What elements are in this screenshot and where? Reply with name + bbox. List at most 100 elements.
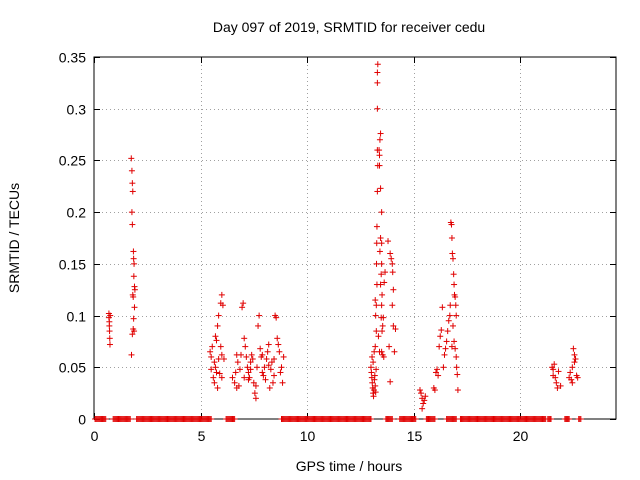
data-point [214, 384, 221, 391]
data-point [372, 312, 379, 319]
data-point [567, 369, 574, 376]
data-point [450, 271, 457, 278]
data-point [239, 304, 246, 311]
data-point [452, 293, 459, 300]
data-point [448, 235, 455, 241]
y-tick-label: 0.3 [67, 102, 87, 118]
data-point [389, 260, 396, 267]
data-point [217, 343, 224, 350]
data-point [374, 188, 381, 195]
y-axis-label: SRMTID / TECUs [6, 183, 22, 293]
data-point [240, 300, 247, 307]
data-point [127, 416, 134, 422]
data-point [216, 370, 223, 377]
data-point [368, 369, 375, 376]
data-point [448, 221, 455, 228]
y-tick-label: 0 [78, 412, 86, 428]
data-point [236, 366, 243, 373]
data-point [386, 343, 393, 350]
data-point [257, 345, 264, 352]
data-point [376, 348, 383, 355]
data-point [219, 302, 226, 309]
data-point [451, 338, 458, 345]
data-point [555, 368, 562, 375]
data-point [439, 304, 446, 311]
data-point [377, 235, 384, 241]
data-point [106, 341, 113, 348]
y-tick-label: 0.2 [67, 205, 87, 221]
data-point [261, 364, 268, 371]
data-point [453, 312, 460, 319]
data-point [371, 372, 378, 379]
data-point [209, 343, 216, 350]
data-point [208, 416, 215, 422]
data-point [210, 374, 217, 381]
data-point [215, 356, 222, 363]
data-point [577, 416, 584, 422]
data-point [389, 302, 396, 309]
data-point [387, 378, 394, 385]
data-point [446, 312, 453, 319]
data-point [214, 322, 221, 329]
data-point [443, 338, 450, 345]
data-point [131, 328, 138, 335]
data-point [378, 260, 385, 267]
data-point [557, 382, 564, 389]
data-point [448, 343, 455, 350]
data-point [438, 327, 445, 334]
data-point [437, 333, 444, 340]
data-point [378, 302, 385, 309]
data-point [568, 376, 575, 383]
data-point [454, 371, 461, 378]
y-axis-tick-labels: 0 0.05 0.1 0.15 0.2 0.25 0.3 0.35 [59, 50, 86, 428]
data-point [376, 162, 383, 169]
data-point [392, 326, 399, 333]
data-point [260, 372, 267, 379]
data-point [255, 322, 262, 329]
data-point [253, 364, 260, 371]
data-point [266, 384, 273, 391]
data-point [131, 304, 138, 311]
data-point [432, 369, 439, 376]
data-point [381, 279, 388, 286]
data-point [373, 260, 380, 267]
data-point [247, 366, 254, 373]
data-point [130, 255, 137, 262]
data-point [231, 379, 238, 386]
data-point [220, 356, 227, 363]
x-tick-label: 15 [407, 428, 423, 444]
data-point [371, 348, 378, 355]
data-point [259, 369, 266, 376]
data-point [379, 291, 386, 298]
data-point [418, 390, 425, 397]
data-point [370, 393, 377, 400]
data-point [131, 260, 138, 267]
data-points [92, 61, 584, 422]
data-point [416, 387, 423, 394]
data-point [207, 348, 214, 355]
x-axis-label: GPS time / hours [296, 458, 403, 474]
data-point [450, 322, 457, 329]
data-point [419, 405, 426, 412]
data-point [374, 69, 381, 76]
data-point [372, 297, 379, 304]
data-point [251, 390, 258, 397]
data-point [380, 353, 387, 360]
y-tick-label: 0.05 [59, 360, 86, 376]
data-point [242, 343, 249, 350]
data-point [378, 271, 385, 278]
data-point [452, 345, 459, 352]
data-point [453, 364, 460, 371]
data-point [211, 359, 218, 366]
data-point [372, 343, 379, 350]
data-point [267, 366, 274, 373]
data-point [265, 341, 272, 348]
data-point [372, 389, 379, 396]
data-point [370, 359, 377, 366]
data-point [376, 136, 383, 143]
data-point [379, 322, 386, 329]
data-point [278, 364, 285, 371]
data-point [377, 281, 384, 288]
data-point [130, 293, 137, 300]
